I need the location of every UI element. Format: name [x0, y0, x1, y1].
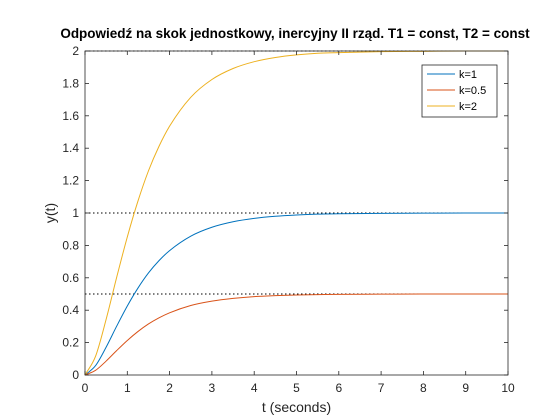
x-tick-label: 3	[209, 381, 216, 395]
legend-label-1: k=0.5	[459, 85, 486, 97]
legend: k=1 k=0.5 k=2	[422, 65, 497, 117]
y-tick-label: 1.4	[62, 141, 79, 155]
x-tick-label: 2	[166, 381, 173, 395]
y-tick-label: 0.8	[62, 238, 79, 252]
chart-title: Odpowiedź na skok jednostkowy, inercyjny…	[60, 26, 530, 41]
x-axis-label: t (seconds)	[262, 399, 331, 415]
x-tick-label: 0	[82, 381, 89, 395]
x-tick-label: 8	[420, 381, 427, 395]
y-tick-label: 0.4	[62, 303, 79, 317]
x-tick-label: 6	[335, 381, 342, 395]
x-tick-label: 4	[251, 381, 258, 395]
y-tick-label: 1.2	[62, 174, 79, 188]
y-axis-label: y(t)	[42, 203, 58, 223]
y-tick-label: 0	[72, 368, 79, 382]
y-tick-label: 0.2	[62, 336, 79, 350]
legend-label-2: k=2	[459, 101, 477, 113]
y-tick-label: 1	[72, 206, 79, 220]
y-tick-label: 2	[72, 44, 79, 58]
x-tick-label: 9	[462, 381, 469, 395]
x-tick-label: 5	[293, 381, 300, 395]
x-tick-label: 1	[124, 381, 131, 395]
y-tick-label: 1.8	[62, 76, 79, 90]
y-tick-label: 1.6	[62, 109, 79, 123]
y-tick-label: 0.6	[62, 271, 79, 285]
legend-label-0: k=1	[459, 69, 477, 81]
x-tick-label: 7	[378, 381, 385, 395]
x-tick-label: 10	[501, 381, 515, 395]
